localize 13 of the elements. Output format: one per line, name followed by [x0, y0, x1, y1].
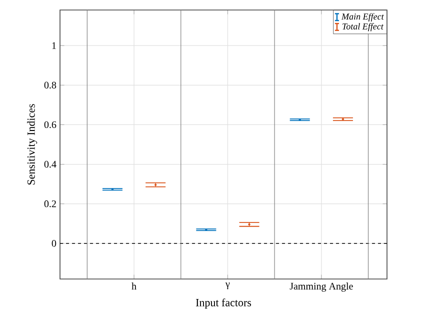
y-axis-title: Sensitivity Indices	[27, 104, 38, 185]
legend-label: Main Effect	[341, 13, 384, 22]
y-tick-label: 0	[52, 240, 56, 247]
x-tick-label: γ	[225, 282, 230, 290]
x-tick-label: h	[132, 282, 136, 290]
legend-label: Total Effect	[342, 23, 384, 32]
x-axis-title: Input factors	[196, 298, 252, 309]
y-tick-label: 0.8	[44, 82, 56, 89]
y-tick-label: 0.4	[44, 160, 56, 168]
y-tick-label: 1	[52, 42, 56, 49]
x-tick-label: Jamming Angle	[290, 282, 353, 292]
y-tick-label: 0.2	[44, 200, 56, 208]
y-tick-label: 0.6	[44, 121, 56, 128]
